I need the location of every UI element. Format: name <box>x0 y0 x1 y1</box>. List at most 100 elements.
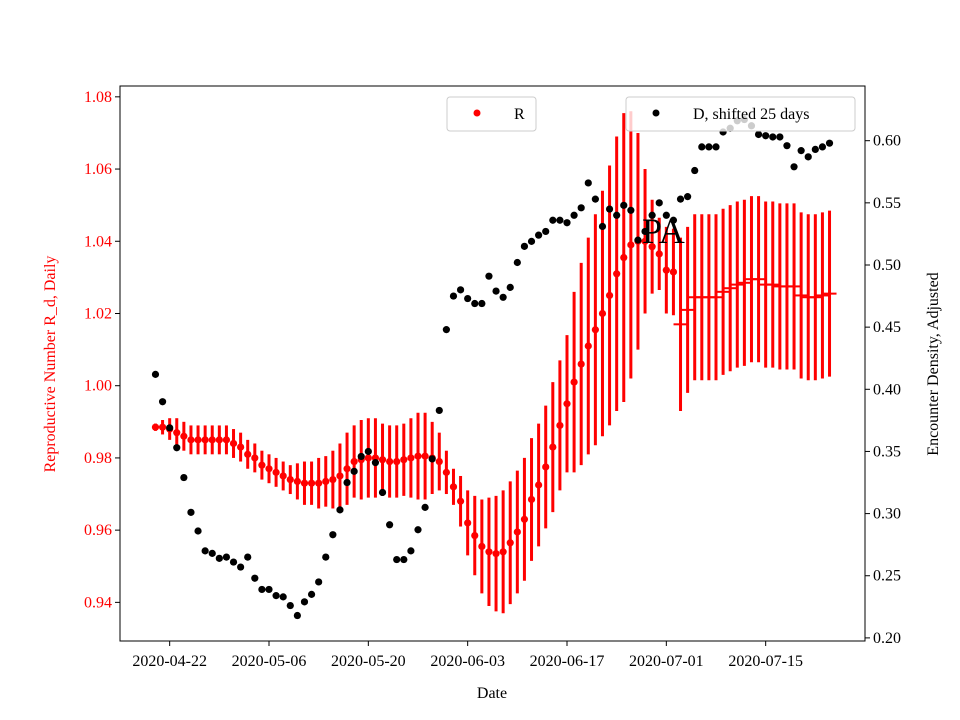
r-point <box>393 457 401 466</box>
r-point <box>577 360 585 368</box>
x-tick-label: 2020-04-22 <box>132 653 207 670</box>
d-point <box>662 211 670 219</box>
d-point <box>676 195 685 203</box>
y-axis-right: 0.20 0.25 0.30 0.35 0.40 0.45 0.50 0.55 0.60 <box>865 133 901 647</box>
r-point <box>286 475 294 484</box>
d-series <box>151 115 834 620</box>
d-point <box>350 467 358 475</box>
d-point <box>393 555 401 564</box>
r-point <box>300 479 309 487</box>
r-point <box>322 477 330 485</box>
d-point <box>669 216 678 224</box>
x-tick-label: 2020-05-06 <box>232 653 307 670</box>
d-point <box>641 227 649 236</box>
d-point <box>684 193 692 201</box>
d-point <box>485 272 493 280</box>
d-point <box>698 143 706 151</box>
r-point <box>563 400 571 408</box>
r-point <box>435 457 443 466</box>
d-point <box>244 553 252 561</box>
d-point <box>194 527 202 535</box>
d-point <box>825 139 834 147</box>
y-left-tick-label: 1.04 <box>84 233 112 250</box>
d-point <box>329 531 337 539</box>
plot-frame <box>119 85 866 642</box>
r-point <box>556 421 564 430</box>
y-right-tick-label: 0.60 <box>873 133 901 150</box>
d-point <box>307 590 316 598</box>
d-point <box>471 299 479 308</box>
d-point <box>158 398 167 406</box>
d-point <box>449 292 458 300</box>
r-point <box>272 468 280 476</box>
d-point <box>754 130 763 139</box>
d-point <box>506 283 514 291</box>
r-point <box>194 436 202 444</box>
d-point <box>407 547 415 555</box>
r-point <box>315 479 323 487</box>
r-point <box>613 270 621 278</box>
r-point <box>151 423 160 431</box>
r-point <box>201 436 209 444</box>
r-point <box>229 439 238 448</box>
r-point <box>570 378 578 386</box>
d-point <box>215 554 223 562</box>
legend-d-label: D, shifted 25 days <box>693 106 809 123</box>
d-point <box>535 231 543 239</box>
d-point <box>265 585 273 594</box>
d-point <box>598 222 607 231</box>
r-point <box>620 253 628 262</box>
y-left-tick-label: 0.98 <box>84 450 112 467</box>
r-point <box>251 454 259 462</box>
d-point <box>151 370 160 378</box>
d-point <box>818 143 827 151</box>
r-point <box>669 268 678 276</box>
x-tick-label: 2020-06-03 <box>430 653 505 670</box>
d-point <box>627 206 635 214</box>
r-point <box>158 423 167 431</box>
d-point <box>442 326 450 334</box>
x-axis-label: Date <box>477 685 507 702</box>
d-point <box>705 143 713 151</box>
r-point <box>591 326 599 334</box>
d-point <box>478 299 486 308</box>
r-series <box>151 111 837 614</box>
r-point <box>329 475 337 484</box>
r-point <box>386 457 394 466</box>
d-point <box>804 153 812 161</box>
r-point <box>506 539 514 547</box>
r-point <box>535 481 543 489</box>
d-point <box>456 286 465 294</box>
y-axis-right-label: Encounter Density, Adjusted <box>925 272 942 455</box>
r-point <box>471 531 479 540</box>
d-point <box>258 585 266 594</box>
d-point <box>613 211 621 219</box>
d-point <box>421 503 429 511</box>
r-point <box>407 454 415 462</box>
d-point <box>272 592 280 600</box>
r-point <box>279 472 287 480</box>
y-left-tick-label: 0.94 <box>84 594 112 611</box>
d-point <box>364 447 372 456</box>
r-point <box>293 477 301 485</box>
d-point <box>400 555 408 564</box>
d-point <box>563 219 571 227</box>
x-tick-label: 2020-05-20 <box>331 653 406 670</box>
d-point <box>343 478 351 487</box>
x-tick-label: 2020-07-01 <box>629 653 704 670</box>
r-point <box>449 483 458 491</box>
r-point <box>542 463 550 471</box>
d-point <box>570 211 578 219</box>
d-point <box>371 459 380 467</box>
d-point <box>556 216 564 224</box>
r-point <box>187 436 195 444</box>
y-right-tick-label: 0.30 <box>873 506 901 523</box>
d-point <box>591 195 599 203</box>
d-point <box>180 473 188 482</box>
r-point <box>244 450 252 458</box>
legend-r-label: R <box>514 106 525 123</box>
y-right-tick-label: 0.50 <box>873 257 901 274</box>
d-point <box>435 406 443 415</box>
d-point <box>315 578 323 586</box>
r-point <box>265 465 273 473</box>
